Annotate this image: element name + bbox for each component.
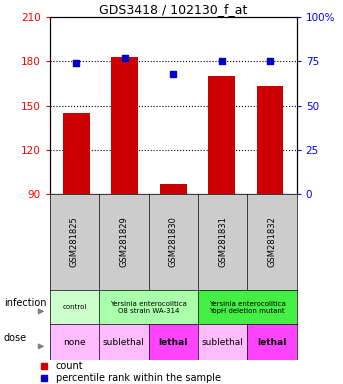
Bar: [208, 76, 235, 194]
Text: Yersinia enterocolitica
YopH deletion mutant: Yersinia enterocolitica YopH deletion mu…: [209, 301, 286, 314]
Text: infection: infection: [4, 298, 47, 308]
Title: GDS3418 / 102130_f_at: GDS3418 / 102130_f_at: [99, 3, 247, 16]
Point: [219, 58, 224, 65]
Text: control: control: [62, 304, 87, 310]
Point: [74, 60, 79, 66]
Bar: [160, 184, 187, 194]
Text: sublethal: sublethal: [202, 338, 244, 347]
Point: [122, 55, 128, 61]
Text: GSM281829: GSM281829: [119, 217, 128, 267]
Text: GSM281831: GSM281831: [218, 217, 227, 267]
Bar: [63, 113, 90, 194]
Bar: [111, 57, 138, 194]
Text: GSM281830: GSM281830: [169, 217, 178, 267]
Text: none: none: [63, 338, 86, 347]
Point: [267, 58, 273, 65]
Text: dose: dose: [4, 333, 27, 343]
Text: count: count: [56, 361, 84, 371]
Bar: [257, 86, 283, 194]
Text: Yersinia enterocolitica
O8 strain WA-314: Yersinia enterocolitica O8 strain WA-314: [110, 301, 187, 314]
Text: GSM281825: GSM281825: [70, 217, 79, 267]
Text: percentile rank within the sample: percentile rank within the sample: [56, 373, 221, 383]
Text: GSM281832: GSM281832: [268, 217, 276, 267]
Text: sublethal: sublethal: [103, 338, 145, 347]
Point: [170, 71, 176, 77]
Text: lethal: lethal: [257, 338, 287, 347]
Text: lethal: lethal: [158, 338, 188, 347]
